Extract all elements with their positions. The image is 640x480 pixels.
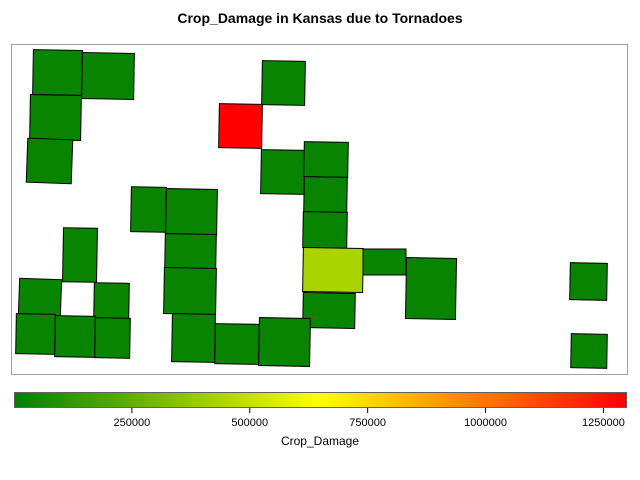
legend-tick-label: 750000: [349, 417, 386, 429]
legend-tick-label: 1250000: [582, 417, 625, 429]
county-region: [81, 52, 135, 100]
county-region: [362, 248, 407, 276]
county-region: [261, 60, 306, 106]
county-region: [94, 317, 131, 359]
map-canvas: [15, 49, 608, 369]
county-region: [302, 292, 356, 329]
legend-title: Crop_Damage: [280, 434, 360, 448]
chart-title: Crop_Damage in Kansas due to Tornadoes: [177, 10, 463, 26]
legend-tick-label: 250000: [114, 417, 151, 429]
county-region: [62, 227, 98, 283]
legend-tick-label: 1000000: [464, 417, 507, 429]
legend-axis: 250000 500000 750000 1000000 1250000: [114, 408, 625, 429]
legend-tick-label: 500000: [231, 417, 268, 429]
county-region: [218, 103, 263, 149]
county-region: [25, 137, 74, 185]
county-region: [569, 262, 608, 301]
county-region: [404, 257, 458, 320]
color-legend-bar: [14, 392, 627, 408]
map-frame: [11, 44, 628, 375]
county-region: [570, 333, 608, 369]
county-region: [258, 317, 311, 367]
